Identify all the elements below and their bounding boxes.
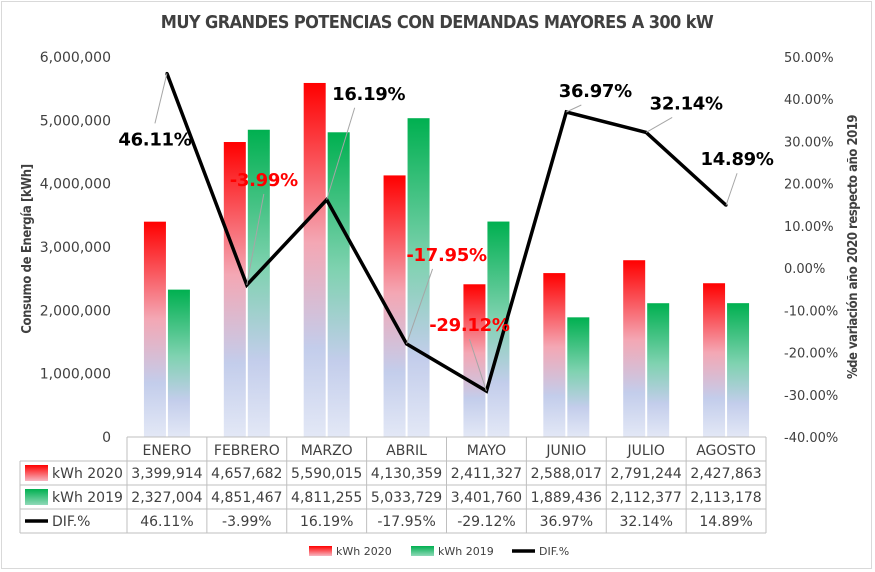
table-cell: 2,113,178 [690,490,761,506]
y-tick-label: 1,000,000 [40,367,111,383]
bar-2019 [167,289,190,437]
table-cell: 4,811,255 [291,490,362,506]
y2-tick-label: -30.00% [784,389,838,404]
table-cell: 46.11% [140,514,193,530]
y-tick-label: 3,000,000 [40,240,111,256]
dif-data-label: -17.95% [406,245,487,266]
bar-2019 [727,303,750,437]
x-category-label: AGOSTO [696,443,756,459]
table-row-label: DIF.% [52,514,90,530]
y2-tick-label: -40.00% [784,431,838,446]
bar-2019 [407,118,430,437]
table-cell: 1,889,436 [531,490,602,506]
y2-tick-label: 30.00% [784,135,834,150]
x-category-label: MARZO [301,443,353,459]
table-cell: 2,411,327 [451,466,522,482]
bar-2020 [143,221,166,437]
table-cell: 32.14% [619,514,672,530]
table-cell: 5,590,015 [291,466,362,482]
table-cell: 2,588,017 [531,466,602,482]
dif-leader-line [468,338,487,392]
bar-2019 [327,132,350,438]
table-cell: 2,791,244 [611,466,682,482]
dif-data-label: -29.12% [429,315,510,336]
y2-tick-label: 40.00% [784,93,834,108]
dif-leader-line [645,116,673,133]
table-cell: 5,033,729 [371,490,442,506]
x-category-label: FEBRERO [214,443,280,459]
x-category-label: JULIO [627,443,665,459]
dif-leader-line [246,193,265,286]
table-row-label: kWh 2020 [52,466,123,482]
dif-data-label: 14.89% [700,149,773,170]
dif-data-label: 46.11% [118,129,191,150]
chart-title: MUY GRANDES POTENCIAS CON DEMANDAS MAYOR… [161,12,714,33]
y-axis-label: Consumo de Energía [kWh] [20,164,35,333]
bar-2019 [647,303,670,437]
table-cell: 2,112,377 [611,490,682,506]
table-cell: 4,657,682 [211,466,282,482]
table-cell: 4,130,359 [371,466,442,482]
legend-swatch [411,546,434,556]
y2-tick-label: -10.00% [784,304,838,319]
dif-data-label: 36.97% [559,81,632,102]
dif-leader-line [326,107,356,200]
table-cell: 16.19% [300,514,353,530]
x-category-label: ENERO [142,443,191,459]
table-cell: -17.95% [377,514,435,530]
bar-2020 [543,273,566,437]
legend-label: kWh 2020 [336,545,392,558]
table-cell: 3,401,760 [451,490,522,506]
table-cell: 3,399,914 [131,466,202,482]
y-tick-label: 0 [102,430,111,446]
table-cell: 14.89% [699,514,752,530]
bar-2019 [487,221,510,437]
y2-axis-label: %de variación año 2020 respecto año 2019 [846,115,861,379]
table-row-label: kWh 2019 [52,490,123,506]
legend-label: DIF.% [539,545,569,558]
table-legend-swatch [25,489,48,505]
table-cell: 36.97% [540,514,593,530]
dif-data-label: -3.99% [230,170,298,191]
bar-2020 [303,82,326,438]
legend-swatch [309,546,332,556]
legend-label: kWh 2019 [438,545,494,558]
dif-data-label: 32.14% [650,93,723,114]
bar-2020 [383,175,406,438]
dif-data-label: 16.19% [332,84,405,105]
table-cell: -29.12% [457,514,515,530]
bar-2020 [703,283,726,437]
table-cell: 4,851,467 [211,490,282,506]
dif-leader-line [154,73,168,124]
y-tick-label: 4,000,000 [40,177,111,193]
y-tick-label: 2,000,000 [40,303,111,319]
dif-leader-line [725,173,738,206]
y2-tick-label: 50.00% [784,51,834,66]
table-cell: -3.99% [222,514,272,530]
y2-tick-label: 20.00% [784,178,834,193]
bar-2020 [623,260,646,437]
dif-leader-line [406,268,434,345]
bar-2020 [463,284,486,437]
y-tick-label: 5,000,000 [40,113,111,129]
dif-line [165,72,728,394]
bar-2020 [223,142,246,437]
dif-leader-line [566,104,582,113]
x-category-label: JUNIO [545,443,586,459]
table-legend-swatch [25,465,48,481]
y2-tick-label: 0.00% [784,262,825,277]
x-category-label: ABRIL [386,443,427,459]
y2-tick-label: 10.00% [784,220,834,235]
bar-2019 [567,317,590,437]
bar-2019 [247,129,270,437]
y2-tick-label: -20.00% [784,347,838,362]
table-cell: 2,327,004 [131,490,202,506]
table-cell: 2,427,863 [690,466,761,482]
y-tick-label: 6,000,000 [40,50,111,66]
x-category-label: MAYO [467,443,506,459]
